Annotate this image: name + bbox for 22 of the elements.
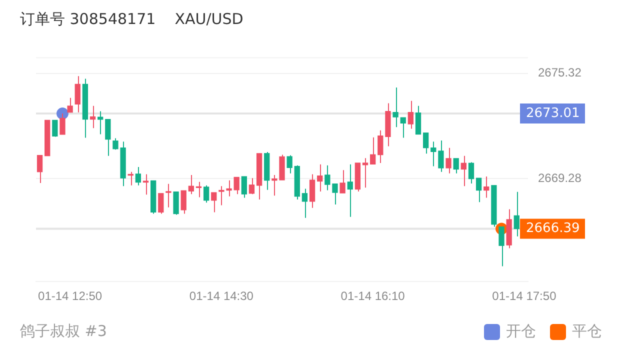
candlestick: [60, 113, 66, 135]
x-tick-label: 01-14 12:50: [38, 289, 102, 304]
candlestick: [340, 170, 346, 194]
x-tick-label: 01-14 16:10: [340, 289, 406, 304]
legend-label: 开仓: [506, 322, 536, 341]
y-tick-label: 2675.32: [538, 66, 582, 80]
ref-line-label: 2666.39: [526, 221, 580, 236]
x-tick-label: 01-14 17:50: [492, 289, 557, 304]
candlestick: [392, 86, 398, 128]
text: 鸽子叔叔 #3: [20, 322, 107, 341]
legend-label: 平仓: [572, 322, 602, 341]
chart-title: 订单号 308548171 XAU/USD: [20, 10, 244, 29]
candlestick: [332, 183, 338, 206]
candlestick: [98, 110, 104, 135]
x-tick-label: 01-14 14:30: [189, 289, 254, 304]
candlestick: [286, 154, 292, 174]
candlestick: [166, 183, 172, 208]
candlestick: [44, 120, 50, 156]
ref-line-label: 2673.01: [526, 106, 580, 121]
y-tick-label: 2669.28: [538, 170, 582, 185]
candlestick: [446, 147, 452, 174]
candlestick: [438, 140, 444, 172]
